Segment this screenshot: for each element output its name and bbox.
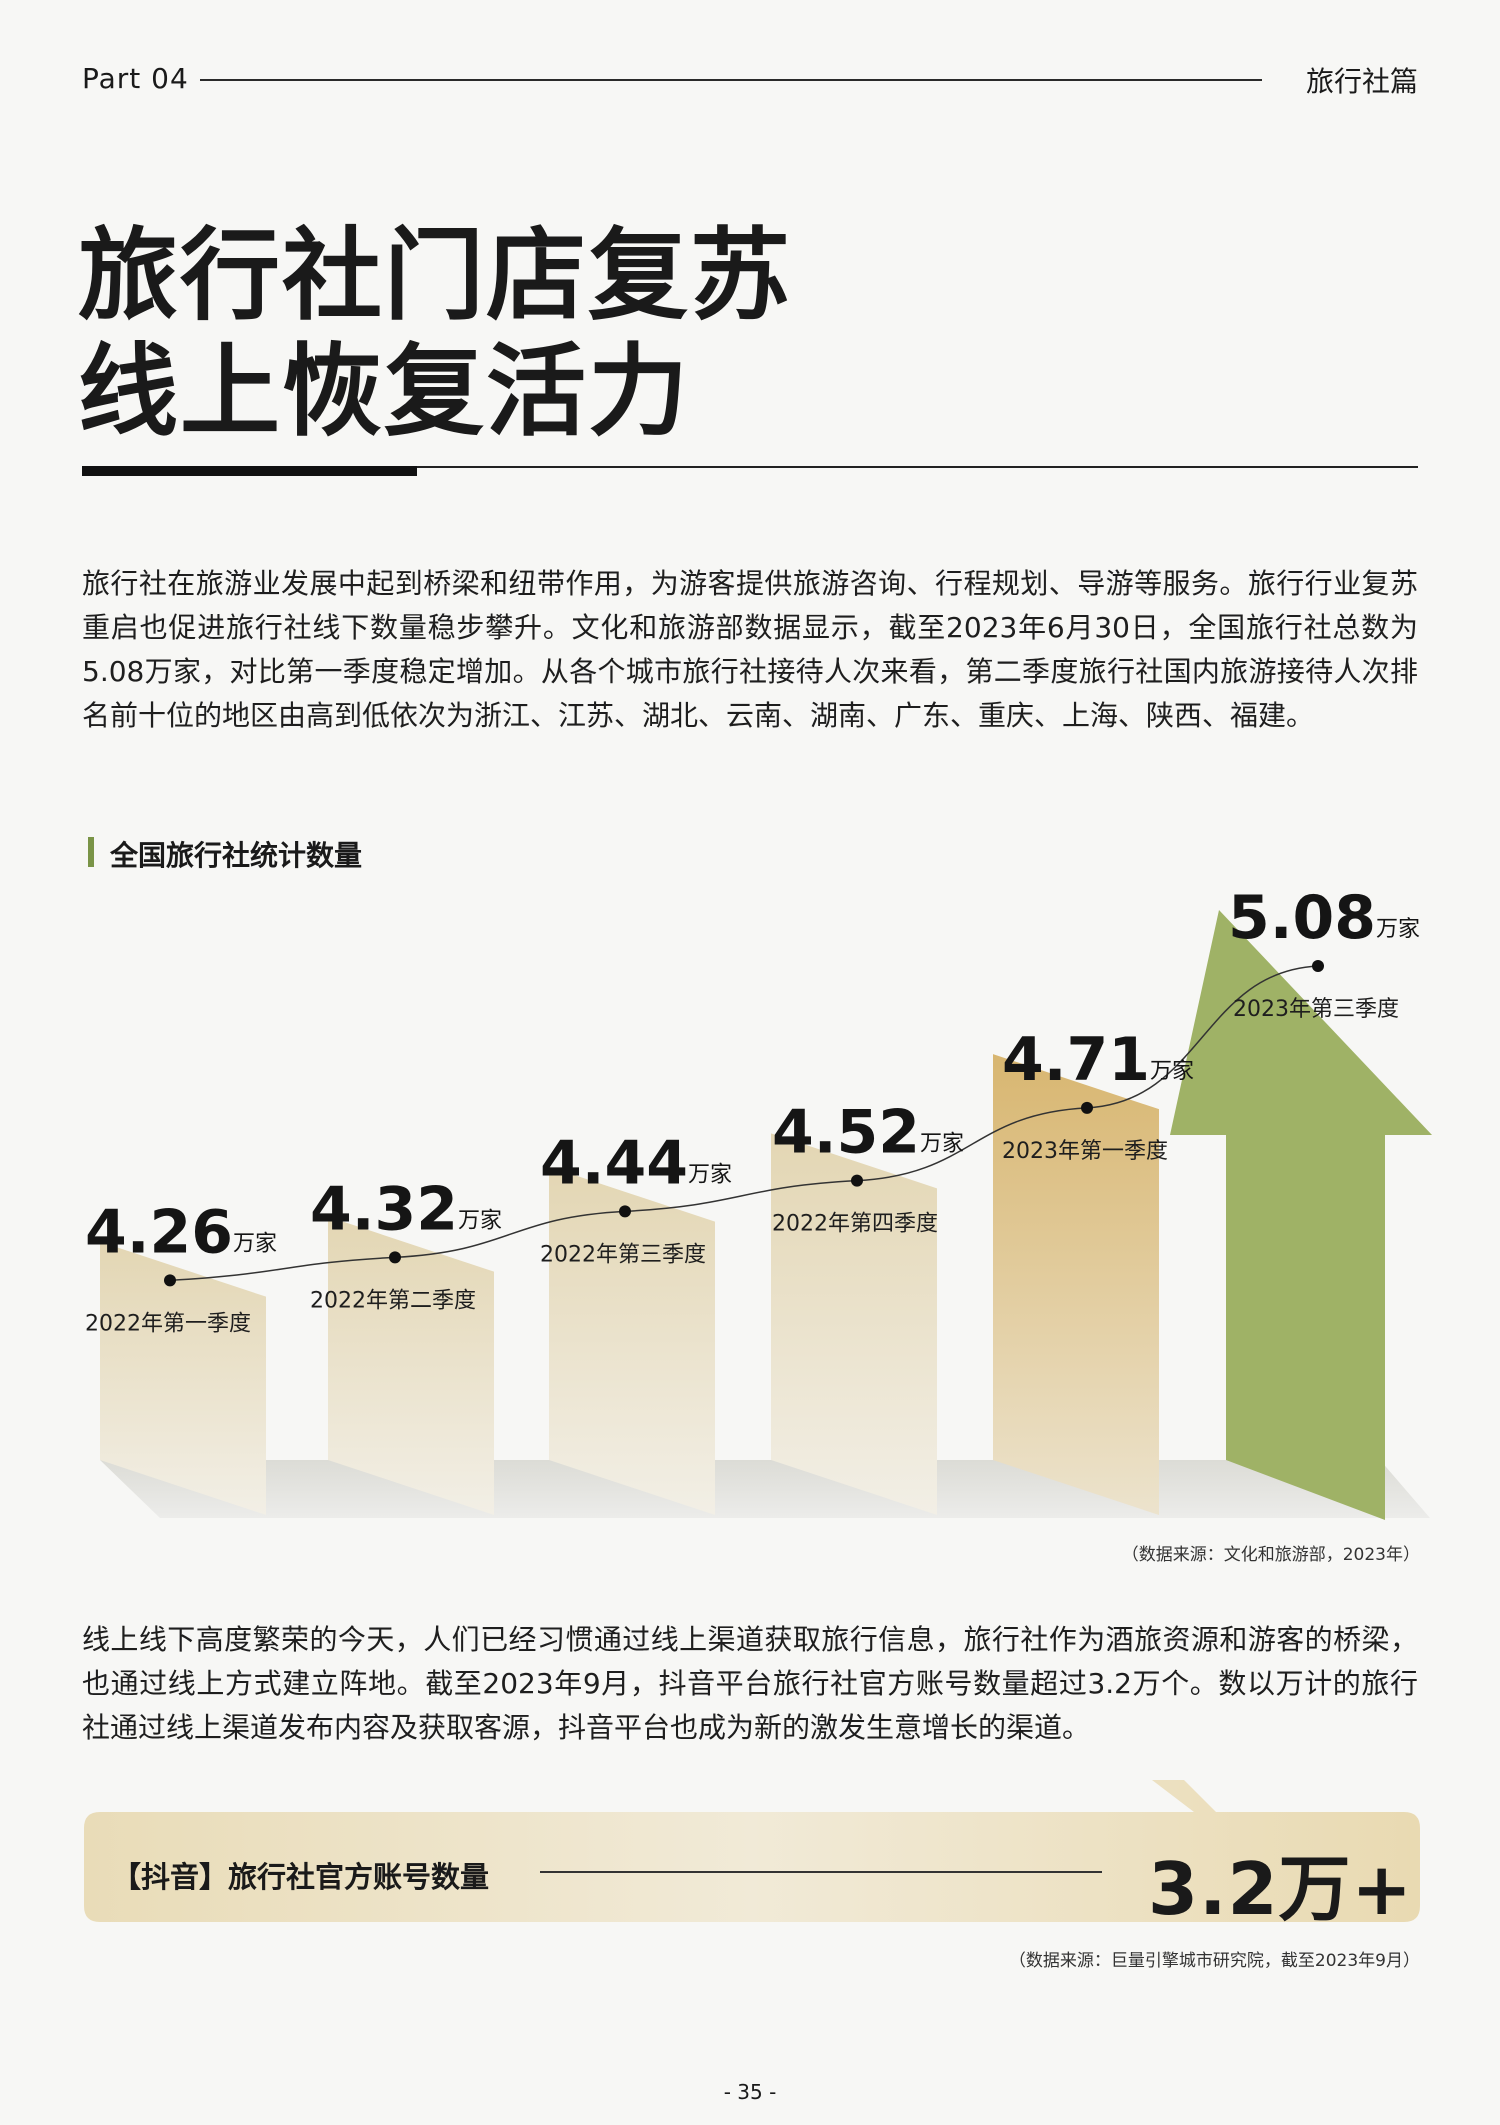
chart-bar	[100, 1241, 266, 1515]
chart-value-label: 4.52	[772, 1098, 920, 1168]
chart-category-label: 2023年第一季度	[1002, 1139, 1168, 1164]
title-rule-accent	[82, 466, 417, 476]
intro-paragraph: 旅行社在旅游业发展中起到桥梁和纽带作用，为游客提供旅游咨询、行程规划、导游等服务…	[82, 567, 1418, 732]
page-title: 旅行社门店复苏 线上恢复活力	[78, 218, 792, 450]
chart-category-label: 2022年第四季度	[772, 1212, 938, 1237]
chart-point	[1312, 960, 1324, 972]
chart-source: （数据来源：文化和旅游部，2023年）	[1121, 1545, 1420, 1565]
online-paragraph: 线上线下高度繁荣的今天，人们已经习惯通过线上渠道获取旅行信息，旅行社作为酒旅资源…	[82, 1623, 1418, 1744]
chart-category-label: 2022年第三季度	[540, 1242, 706, 1267]
chart-unit-label: 万家	[920, 1132, 964, 1157]
chart-floor-shadow	[100, 1460, 1430, 1518]
page-number: - 35 -	[723, 2080, 777, 2104]
chart-arrow-bar	[1170, 910, 1432, 1520]
chart-trend-line	[169, 965, 1319, 1282]
chart-unit-label: 万家	[1150, 1059, 1194, 1084]
header-divider	[200, 79, 1262, 81]
chart-unit-label: 万家	[1376, 917, 1420, 942]
chart-point	[1081, 1101, 1093, 1114]
title-rule	[82, 466, 1418, 468]
chart-bar	[993, 1054, 1159, 1515]
chart-point	[164, 1274, 176, 1287]
chart-bar	[328, 1216, 494, 1515]
chart-category-label: 2022年第一季度	[85, 1311, 251, 1336]
chart-unit-label: 万家	[233, 1231, 277, 1256]
title-line-1: 旅行社门店复苏	[78, 217, 792, 334]
banner-label: 【抖音】旅行社官方账号数量	[112, 1860, 490, 1894]
chart-category-label: 2023年第三季度	[1233, 997, 1399, 1022]
chart-value-label: 5.08	[1228, 883, 1376, 953]
chart-category-label: 2022年第二季度	[310, 1288, 476, 1313]
chart-value-label: 4.26	[85, 1197, 233, 1267]
chart-bar	[549, 1166, 715, 1515]
title-line-2: 线上恢复活力	[78, 333, 690, 450]
banner-source: （数据来源：巨量引擎城市研究院，截至2023年9月）	[1008, 1951, 1420, 1971]
chart-unit-label: 万家	[688, 1162, 732, 1187]
chart-point	[851, 1174, 863, 1187]
chart-heading-marker	[88, 837, 94, 867]
banner-background	[84, 1780, 1420, 1922]
chart-point	[619, 1205, 631, 1218]
chart-value-label: 4.44	[540, 1128, 688, 1198]
chart-title: 全国旅行社统计数量	[110, 839, 363, 872]
banner-divider	[540, 1871, 1102, 1873]
chart-point	[389, 1251, 401, 1264]
chart-value-label: 4.71	[1002, 1025, 1150, 1095]
chart-value-label: 4.32	[310, 1174, 458, 1244]
banner-value: 3.2万+	[1148, 1847, 1413, 1931]
chart-unit-label: 万家	[458, 1208, 502, 1233]
chart-bar	[771, 1133, 937, 1515]
header-part: Part 04	[82, 62, 189, 95]
header-section: 旅行社篇	[1305, 65, 1418, 98]
